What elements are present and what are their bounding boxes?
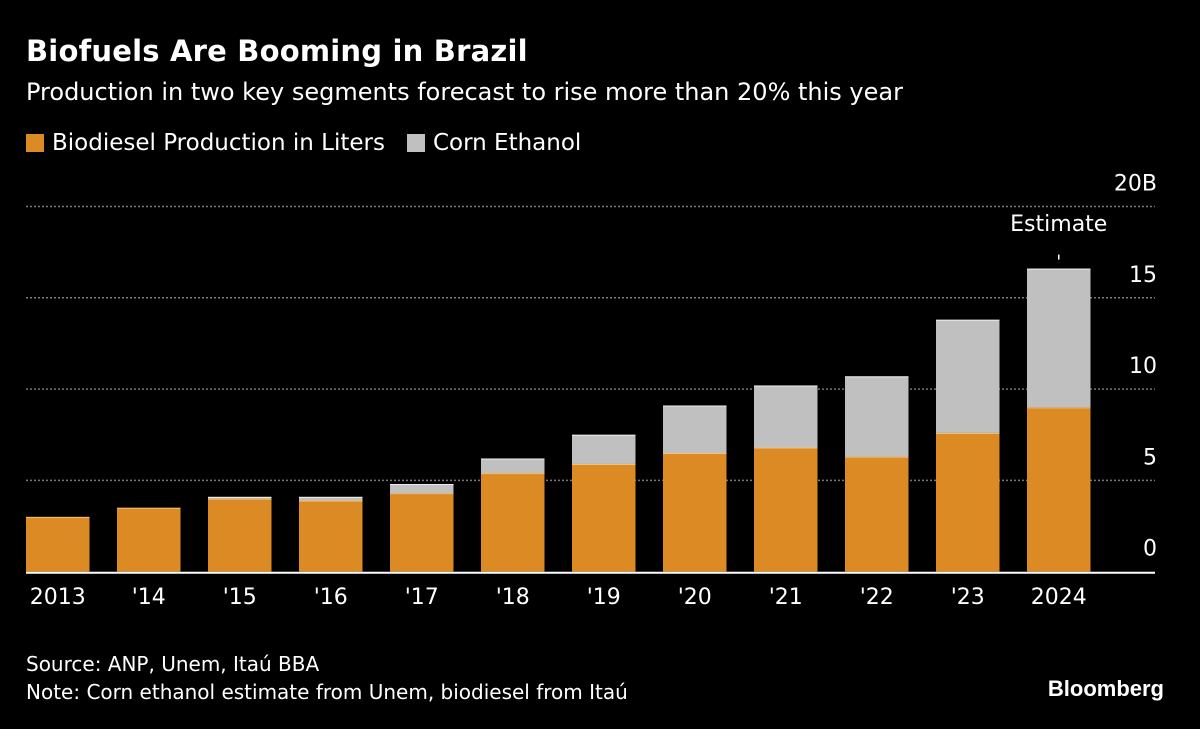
bar-biodiesel xyxy=(299,500,363,572)
x-tick-label: '17 xyxy=(405,585,439,610)
footnote: Note: Corn ethanol estimate from Unem, b… xyxy=(26,680,628,704)
annotation-estimate: Estimate xyxy=(1010,212,1107,237)
bar-biodiesel xyxy=(572,463,636,572)
x-tick-label: '19 xyxy=(587,585,621,610)
x-tick-label: '23 xyxy=(951,585,985,610)
legend-swatch-biodiesel xyxy=(26,134,44,152)
bar-corn-ethanol xyxy=(1027,268,1091,408)
source-note: Source: ANP, Unem, Itaú BBA xyxy=(26,652,320,676)
bar-biodiesel xyxy=(390,493,454,572)
legend-item-biodiesel: Biodiesel Production in Liters xyxy=(26,130,385,156)
y-tick-label: 15 xyxy=(1129,263,1157,288)
chart-subtitle: Production in two key segments forecast … xyxy=(26,78,903,106)
bar-corn-ethanol xyxy=(390,484,454,494)
bar-corn-ethanol xyxy=(936,319,1000,433)
y-tick-label: 10 xyxy=(1129,354,1157,379)
bar-biodiesel xyxy=(481,473,545,572)
bar-biodiesel xyxy=(117,507,181,572)
x-tick-label: 2013 xyxy=(30,585,86,610)
bar-corn-ethanol xyxy=(299,496,363,501)
x-tick-label: '18 xyxy=(496,585,530,610)
x-tick-label: '15 xyxy=(223,585,257,610)
legend-label-biodiesel: Biodiesel Production in Liters xyxy=(52,130,385,156)
legend-swatch-corn-ethanol xyxy=(406,134,425,152)
bar-corn-ethanol xyxy=(572,434,636,464)
chart-title: Biofuels Are Booming in Brazil xyxy=(26,34,528,68)
bar-biodiesel xyxy=(936,432,1000,572)
x-tick-label: '16 xyxy=(314,585,348,610)
bar-biodiesel xyxy=(1027,407,1091,572)
bar-biodiesel xyxy=(663,453,727,572)
legend: Biodiesel Production in Liters Corn Etha… xyxy=(26,130,603,156)
y-tick-label: 20B xyxy=(1114,172,1157,197)
bloomberg-logo: Bloomberg xyxy=(1047,676,1164,701)
x-tick-label: '14 xyxy=(132,585,166,610)
bar-biodiesel xyxy=(26,516,90,572)
bar-biodiesel xyxy=(845,456,909,572)
bar-corn-ethanol xyxy=(663,405,727,454)
bar-biodiesel xyxy=(754,447,818,572)
bar-corn-ethanol xyxy=(481,458,545,474)
bar-corn-ethanol xyxy=(845,376,909,457)
legend-item-corn-ethanol: Corn Ethanol xyxy=(406,130,582,156)
x-tick-label: 2024 xyxy=(1031,585,1087,610)
x-tick-label: '20 xyxy=(678,585,712,610)
y-tick-label: 5 xyxy=(1143,445,1157,470)
bar-corn-ethanol xyxy=(754,385,818,448)
x-tick-label: '21 xyxy=(769,585,803,610)
x-tick-label: '22 xyxy=(860,585,894,610)
legend-label-corn-ethanol: Corn Ethanol xyxy=(432,130,582,156)
y-tick-label: 0 xyxy=(1143,537,1157,562)
bar-biodiesel xyxy=(208,498,272,572)
